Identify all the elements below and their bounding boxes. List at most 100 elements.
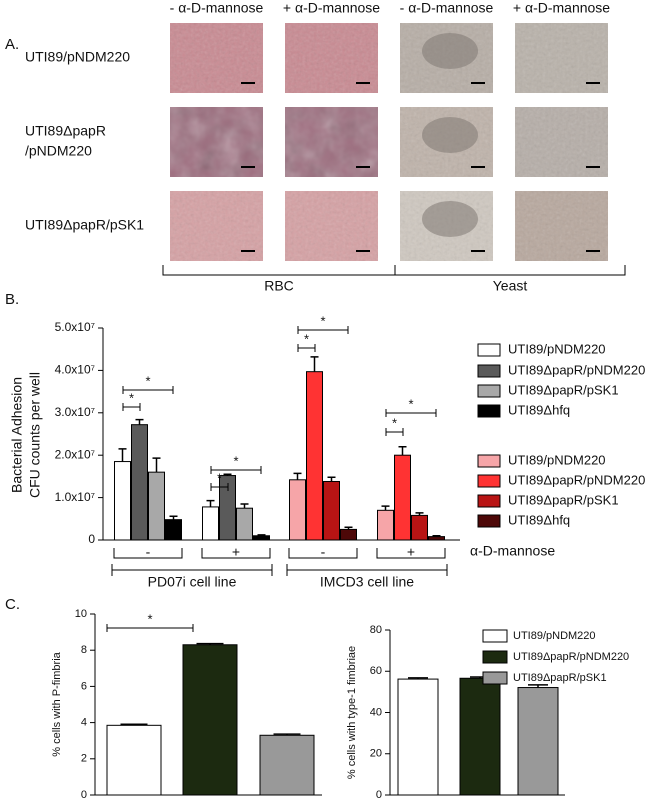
legend-swatch: [482, 650, 508, 664]
bar: [236, 507, 253, 541]
micrograph-texture: [170, 23, 263, 93]
significance-bracket: [210, 466, 262, 474]
bar: [323, 480, 340, 541]
y-tick-label: 1.0x10⁷: [55, 490, 95, 504]
bar: [340, 528, 357, 541]
cell-clump: [422, 117, 478, 153]
bar: [202, 506, 219, 541]
panel-label: A.: [5, 36, 19, 53]
legend-swatch: [477, 454, 501, 468]
significance-bracket: [385, 428, 404, 436]
legend-label: UTI89Δhfq: [508, 402, 570, 417]
cell-clump: [422, 201, 478, 237]
micrograph-texture: [285, 191, 378, 261]
x-axis-label: α-D-mannose: [470, 543, 555, 559]
error-bar: [223, 473, 232, 476]
significance-bracket: [210, 483, 229, 491]
significance-bracket: [297, 344, 316, 352]
x-tick-label: +: [407, 544, 415, 560]
y-tick-label: 8: [81, 644, 87, 656]
micrograph-texture: [515, 23, 608, 93]
bar: [114, 461, 131, 541]
bar: [306, 371, 323, 541]
row-label: UTI89/pNDM220: [25, 49, 130, 65]
row-label: UTI89ΔpapR/pSK1: [25, 217, 144, 233]
y-tick-label: 6: [81, 680, 87, 692]
micrograph-texture: [170, 191, 263, 261]
legend-label: UTI89/pNDM220: [508, 452, 606, 467]
error-bar: [381, 505, 390, 511]
y-axis-label: Bacterial Adhesion: [9, 377, 25, 493]
bar: [377, 509, 394, 541]
y-tick-label: 40: [370, 706, 382, 718]
bar: [253, 535, 270, 541]
significance-bracket: [385, 409, 437, 417]
x-tick-label: +: [232, 544, 240, 560]
legend-swatch: [482, 671, 508, 685]
panel-label: B.: [5, 291, 19, 308]
legend-label: UTI89ΔpapR/pNDM220: [508, 362, 645, 377]
significance-bracket: [122, 403, 141, 411]
error-bar: [257, 534, 266, 536]
y-tick-label: 4: [81, 717, 87, 729]
micrograph-texture: [515, 191, 608, 261]
error-bar: [310, 356, 319, 372]
significance-star: *: [392, 415, 397, 430]
category-bracket: [113, 548, 183, 559]
category-bracket: [288, 548, 358, 559]
legend-label: UTI89ΔpapR/pSK1: [508, 492, 619, 507]
legend-label: UTI89ΔpapR/pSK1: [508, 382, 619, 397]
category-bracket: [201, 548, 271, 559]
micrograph-texture: [515, 107, 608, 177]
bar: [411, 514, 428, 541]
significance-star: *: [408, 396, 413, 411]
y-axis-label: % cells with type-1 fimbriae: [346, 646, 358, 779]
significance-star: *: [145, 373, 150, 388]
y-tick-label: 5.0x10⁷: [55, 320, 95, 334]
error-bar: [118, 448, 127, 462]
group-label: RBC: [264, 278, 294, 294]
bar: [428, 536, 445, 541]
micrograph-texture: [170, 107, 263, 177]
significance-star: *: [217, 470, 222, 485]
bar: [165, 519, 182, 541]
significance-bracket: [297, 326, 349, 334]
error-bar: [344, 526, 353, 530]
error-bar: [169, 515, 178, 520]
column-header: + α-D-mannose: [513, 0, 610, 16]
y-tick-label: 10: [75, 608, 87, 620]
row-label: UTI89ΔpapR: [25, 123, 106, 139]
significance-star: *: [233, 453, 238, 468]
error-bar: [398, 445, 407, 456]
y-tick-label: 80: [370, 624, 382, 636]
error-bar: [196, 642, 224, 645]
group-bracket: [286, 564, 448, 576]
y-tick-label: 3.0x10⁷: [55, 405, 95, 419]
legend-label: UTI89/pNDM220: [513, 630, 596, 642]
y-tick-label: 2: [81, 753, 87, 765]
y-tick-label: 2.0x10⁷: [55, 447, 95, 461]
bar: [131, 424, 148, 541]
y-tick-label: 0: [81, 789, 87, 800]
y-tick-label: 4.0x10⁷: [55, 363, 95, 377]
column-header: - α-D-mannose: [400, 0, 494, 16]
cell-clump: [422, 33, 478, 69]
legend-label: UTI89ΔpapR/pSK1: [513, 672, 607, 684]
group-label: PD07i cell line: [148, 574, 237, 590]
x-tick-label: -: [321, 544, 326, 560]
bar: [289, 479, 306, 541]
group-bracket: [111, 564, 273, 576]
y-tick-label: 0: [376, 789, 382, 800]
legend-label: UTI89Δhfq: [508, 512, 570, 527]
error-bar: [432, 535, 441, 537]
bar: [259, 734, 315, 796]
legend-swatch: [477, 494, 501, 508]
error-bar: [206, 499, 215, 507]
bar: [148, 471, 165, 541]
y-axis-label: % cells with P-fimbria: [51, 651, 63, 756]
group-bracket: [162, 265, 396, 276]
bar: [182, 644, 238, 796]
significance-bracket: [106, 624, 194, 632]
legend-label: UTI89ΔpapR/pNDM220: [513, 651, 629, 663]
